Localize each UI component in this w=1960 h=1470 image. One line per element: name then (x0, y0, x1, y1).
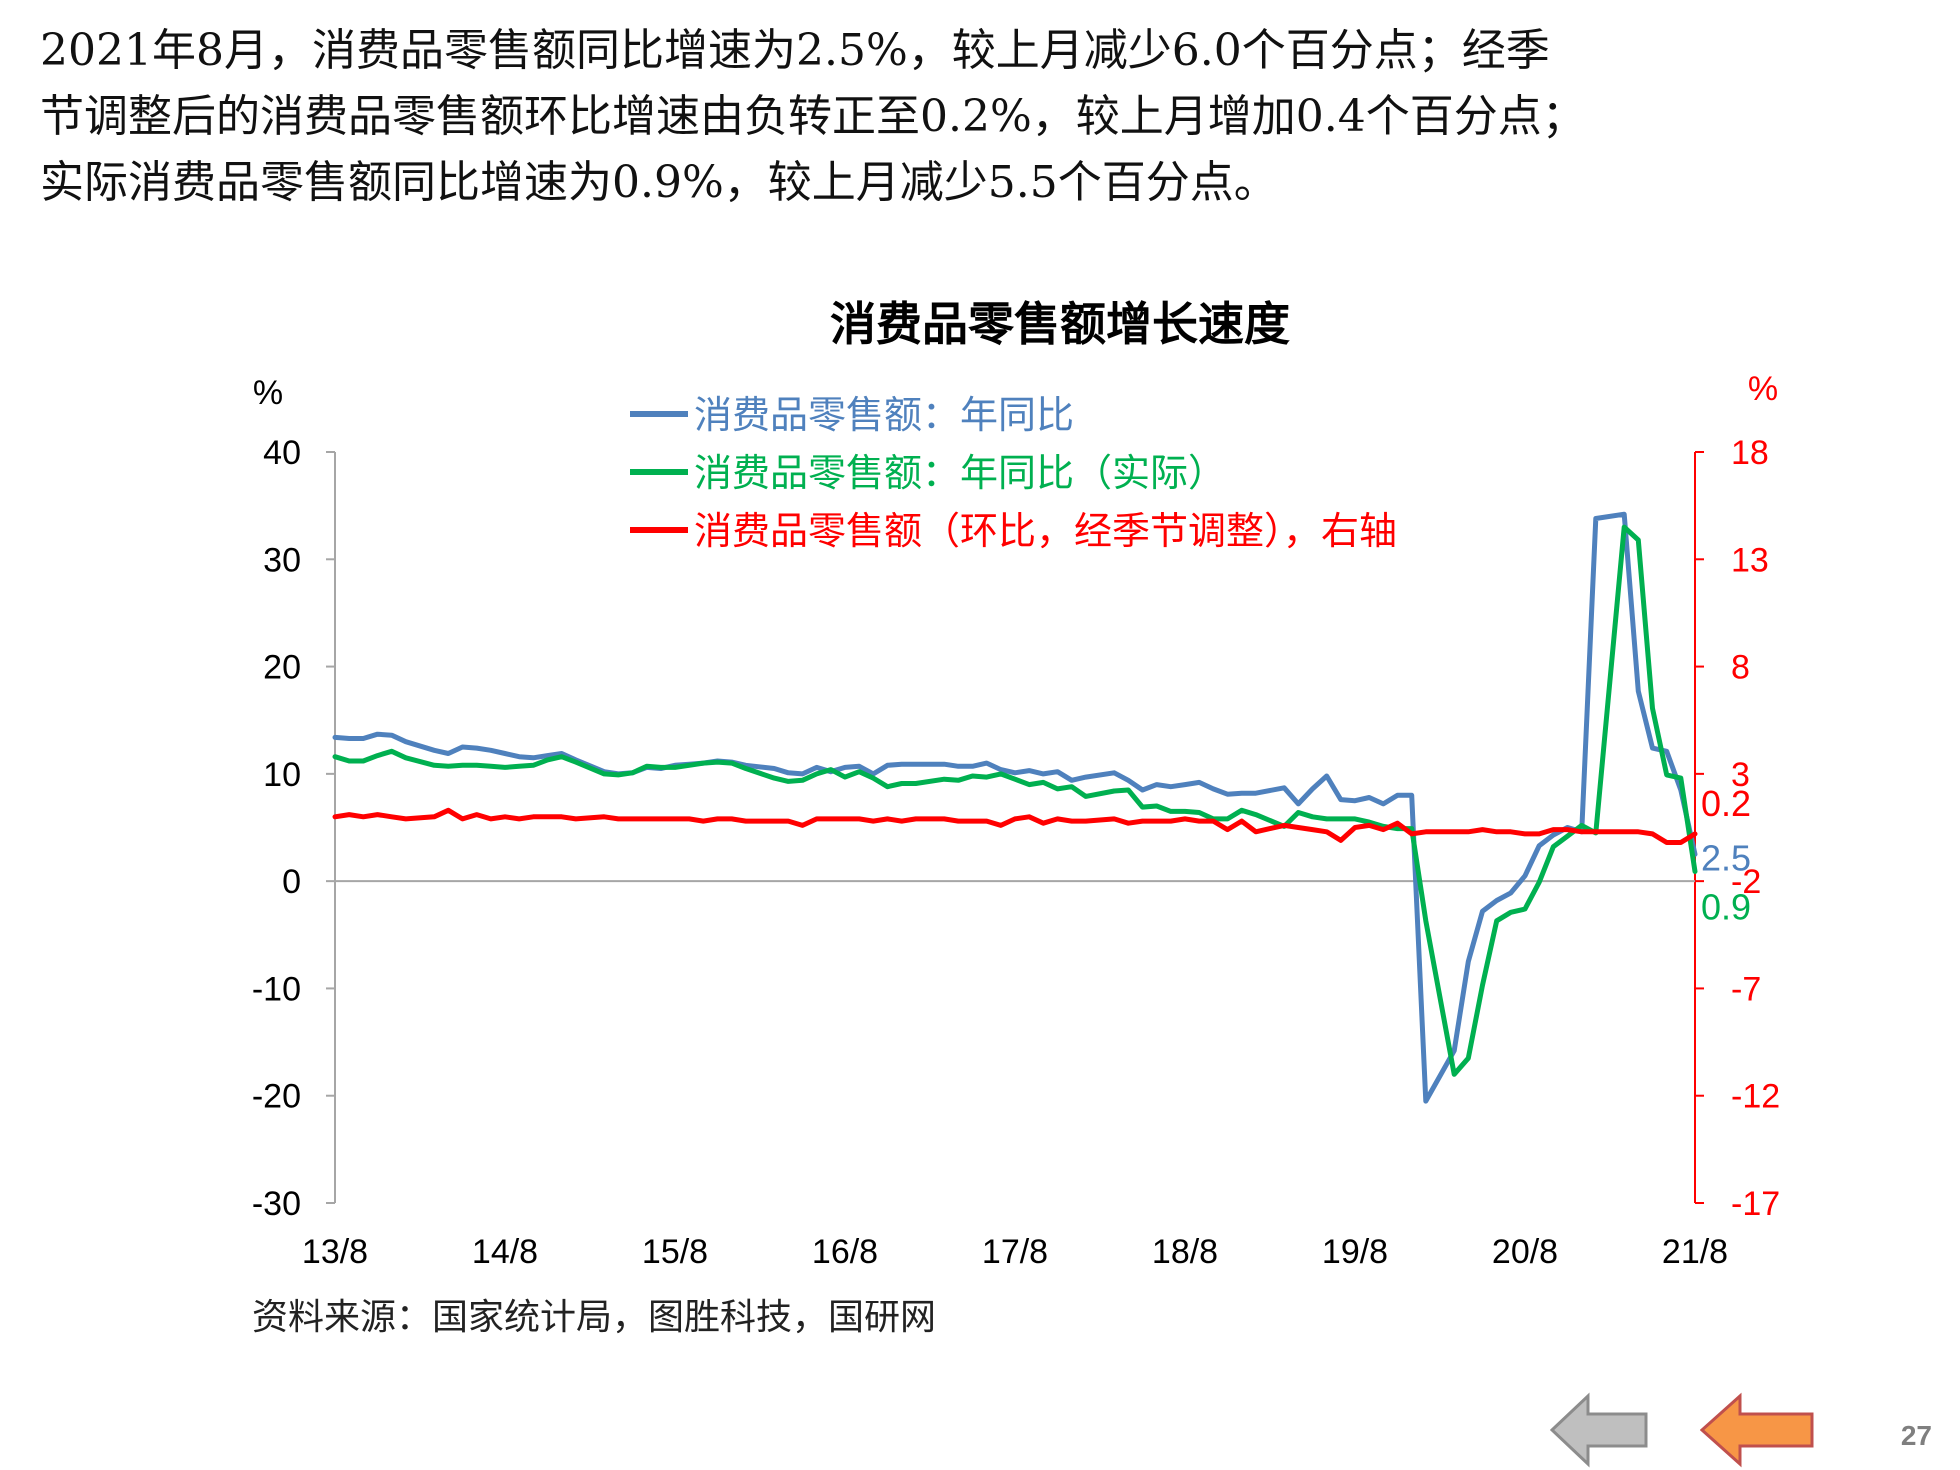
right-axis-tick-label: -2 (1731, 863, 1761, 901)
x-axis-tick-label: 15/8 (642, 1233, 708, 1271)
left-axis-tick-label: 40 (263, 434, 301, 472)
left-axis-tick-label: 0 (282, 863, 301, 901)
left-axis-tick-label: 10 (263, 756, 301, 794)
left-axis-tick-label: -10 (252, 970, 301, 1008)
right-axis-tick-label: 18 (1731, 434, 1769, 472)
page-number: 27 (1900, 1420, 1932, 1451)
end-label-real: 0.9 (1701, 886, 1751, 927)
chart-series (332, 511, 1698, 1104)
legend-label-nominal: 消费品零售额：年同比 (694, 393, 1074, 437)
x-axis-tick-label: 21/8 (1662, 1233, 1728, 1271)
intro-line: 2021年8月，消费品零售额同比增速为2.5%，较上月减少6.0个百分点；经季 (40, 25, 1550, 76)
chart-axes: 40 30 20 10 0 -10 -20 -30 18 13 8 3 -2 -7 -12 -17 13/8 14… (252, 434, 1780, 1271)
intro-line: 实际消费品零售额同比增速为0.9%，较上月减少5.5个百分点。 (40, 157, 1278, 208)
retail-sales-growth-chart: 消费品零售额增长速度 % % 消费品零售额：年同比 消费品零售额：年同比（实际）… (252, 297, 1780, 1271)
right-axis-tick-label: -7 (1731, 970, 1761, 1008)
left-axis-tick-label: 20 (263, 649, 301, 687)
x-axis-tick-label: 20/8 (1492, 1233, 1558, 1271)
left-axis-tick-label: 30 (263, 541, 301, 579)
right-axis-tick-label: -17 (1731, 1185, 1780, 1223)
right-axis-tick-label: 8 (1731, 649, 1750, 687)
chart-end-labels: 2.5 0.9 0.2 (1701, 783, 1751, 928)
left-axis-tick-label: -20 (252, 1078, 301, 1116)
intro-paragraph: 2021年8月，消费品零售额同比增速为2.5%，较上月减少6.0个百分点；经季 … (40, 18, 1940, 216)
x-axis-tick-label: 16/8 (812, 1233, 878, 1271)
arrow-left-icon (1550, 1392, 1648, 1468)
chart-title: 消费品零售额增长速度 (830, 297, 1290, 351)
x-axis-tick-label: 18/8 (1152, 1233, 1218, 1271)
series-line-mom-sa (332, 807, 1698, 845)
right-axis-unit: % (1748, 370, 1778, 408)
series-line-real-yoy (332, 524, 1698, 1077)
right-axis-tick-label: 13 (1731, 541, 1769, 579)
source-note: 资料来源：国家统计局，图胜科技，国研网 (252, 1297, 937, 1338)
x-axis-tick-label: 14/8 (472, 1233, 538, 1271)
right-axis-tick-label: 3 (1731, 756, 1750, 794)
x-axis-tick-label: 13/8 (302, 1233, 368, 1271)
left-axis-tick-label: -30 (252, 1185, 301, 1223)
next-slide-button[interactable] (1700, 1392, 1814, 1468)
left-axis-unit: % (253, 374, 283, 412)
arrow-left-orange-icon (1700, 1392, 1814, 1468)
legend-label-real: 消费品零售额：年同比（实际） (694, 451, 1226, 495)
end-label-nominal: 2.5 (1701, 837, 1751, 878)
series-line-nominal-yoy (332, 511, 1698, 1104)
previous-slide-button[interactable] (1550, 1392, 1650, 1468)
x-axis-tick-label: 19/8 (1322, 1233, 1388, 1271)
chart-legend: 消费品零售额：年同比 消费品零售额：年同比（实际） 消费品零售额（环比，经季节调… (630, 393, 1397, 553)
right-axis-tick-label: -12 (1731, 1078, 1780, 1116)
legend-label-mom: 消费品零售额（环比，经季节调整），右轴 (694, 509, 1397, 553)
x-axis-tick-label: 17/8 (982, 1233, 1048, 1271)
intro-line: 节调整后的消费品零售额环比增速由负转正至0.2%，较上月增加0.4个百分点； (40, 91, 1586, 142)
end-label-mom: 0.2 (1701, 783, 1751, 824)
